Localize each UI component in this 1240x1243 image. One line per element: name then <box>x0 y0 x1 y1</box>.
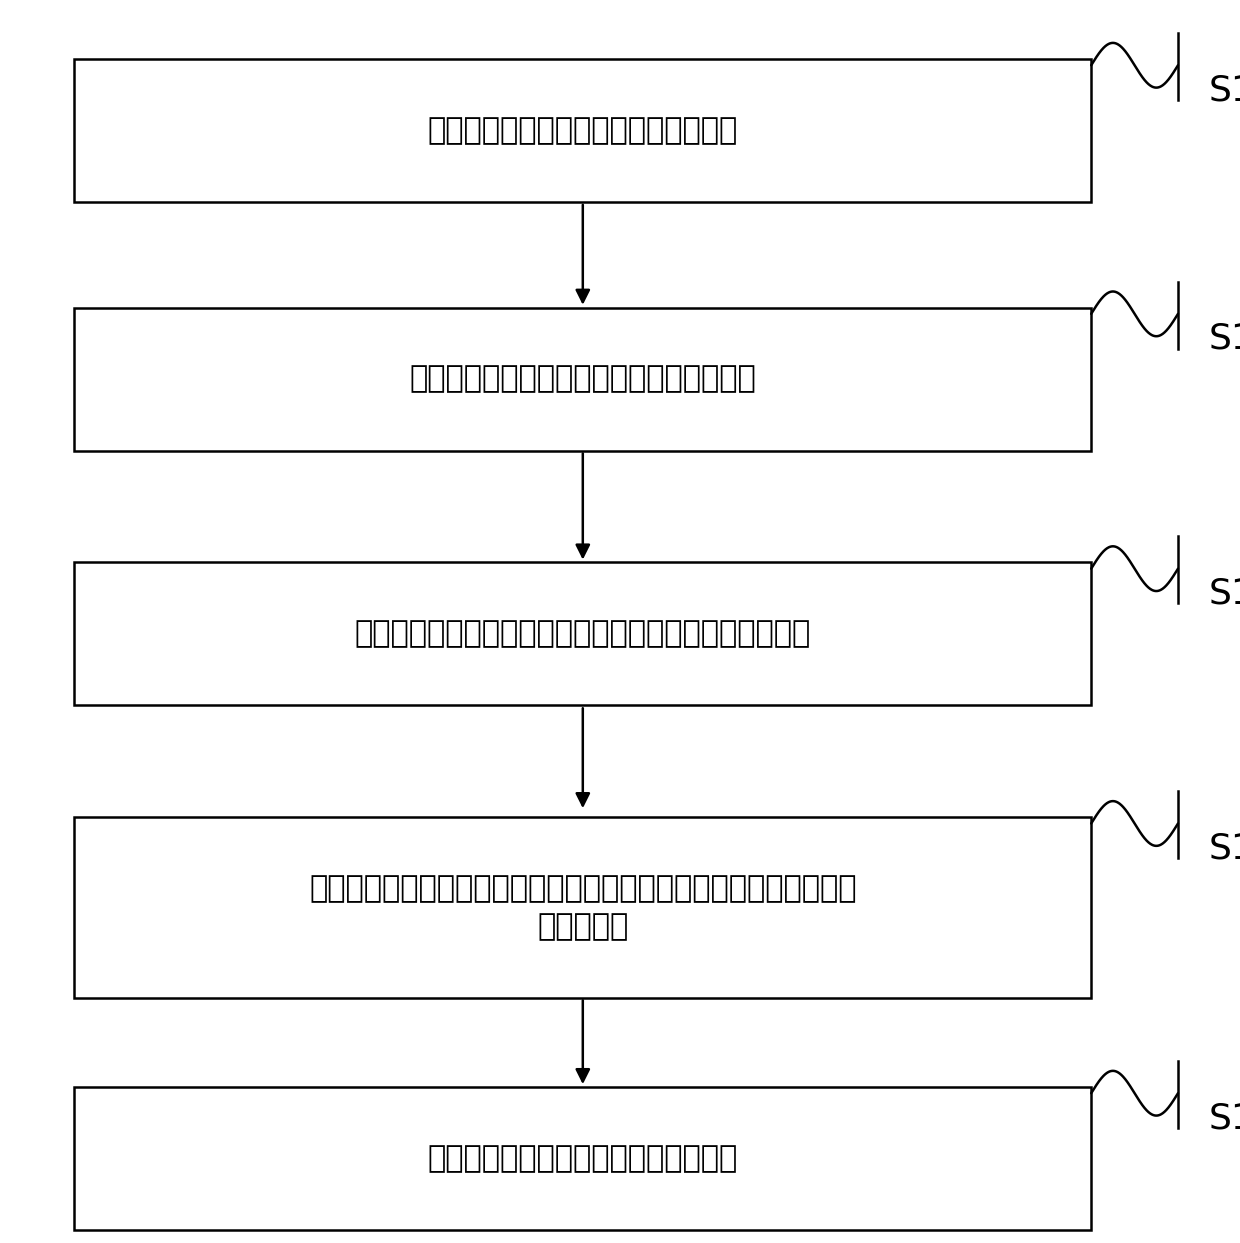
FancyBboxPatch shape <box>74 562 1091 706</box>
Text: S104: S104 <box>1209 322 1240 355</box>
Text: 控制待充电汽车按照充电时间序列充电: 控制待充电汽车按照充电时间序列充电 <box>428 1144 738 1173</box>
Text: 根据电站的负荷数据、累计充电完成电池数量和充电功率曲线生成充
电时间序列: 根据电站的负荷数据、累计充电完成电池数量和充电功率曲线生成充 电时间序列 <box>309 874 857 941</box>
Text: S102: S102 <box>1209 73 1240 107</box>
Text: S108: S108 <box>1209 832 1240 865</box>
Text: 按照充电功率曲线计算各个时刻的累计充电完成电池数量: 按照充电功率曲线计算各个时刻的累计充电完成电池数量 <box>355 619 811 649</box>
FancyBboxPatch shape <box>74 818 1091 997</box>
FancyBboxPatch shape <box>74 308 1091 451</box>
FancyBboxPatch shape <box>74 1086 1091 1231</box>
Text: 基于电池参数确定充电电池的充电功率曲线: 基于电池参数确定充电电池的充电功率曲线 <box>409 364 756 394</box>
FancyBboxPatch shape <box>74 60 1091 201</box>
Text: S110: S110 <box>1209 1101 1240 1135</box>
Text: 获取待充电汽车的充电电池的电池参数: 获取待充电汽车的充电电池的电池参数 <box>428 116 738 145</box>
Text: S106: S106 <box>1209 577 1240 610</box>
